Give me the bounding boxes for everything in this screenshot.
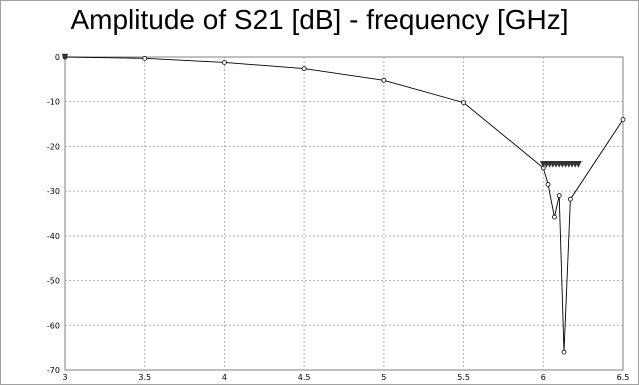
data-point [222,59,227,65]
data-point [142,55,148,61]
x-tick-label: 4.5 [298,373,311,382]
data-point [545,182,551,187]
x-tick-label: 3 [62,373,67,382]
x-tick-label: 4 [222,373,227,382]
y-tick-label: -60 [47,321,60,330]
y-tick-label: -50 [47,277,60,286]
y-tick-label: -10 [47,98,60,107]
data-point [301,66,307,72]
data-point [461,100,466,106]
y-tick-label: -70 [47,366,60,375]
y-tick-label: 0 [55,53,60,62]
x-tick-label: 6.5 [617,373,630,382]
data-point [561,349,567,355]
y-tick-label: -40 [47,232,60,241]
triangle-marker [574,161,582,168]
chart-title: Amplitude of S21 [dB] - frequency [GHz] [70,4,569,35]
y-tick-label: -20 [47,142,60,151]
x-tick-label: 5 [381,373,386,382]
series-line [64,56,624,353]
data-point [567,196,573,202]
y-tick-label: -30 [47,187,60,196]
x-tick-label: 3.5 [138,373,151,382]
data-point [556,193,562,199]
data-point [552,214,557,220]
data-point [381,77,387,83]
plot-area-border [64,56,624,371]
triangle-marker [61,53,69,61]
data-point [620,117,626,122]
x-tick-label: 5.5 [457,373,470,382]
x-tick-label: 6 [541,373,546,382]
